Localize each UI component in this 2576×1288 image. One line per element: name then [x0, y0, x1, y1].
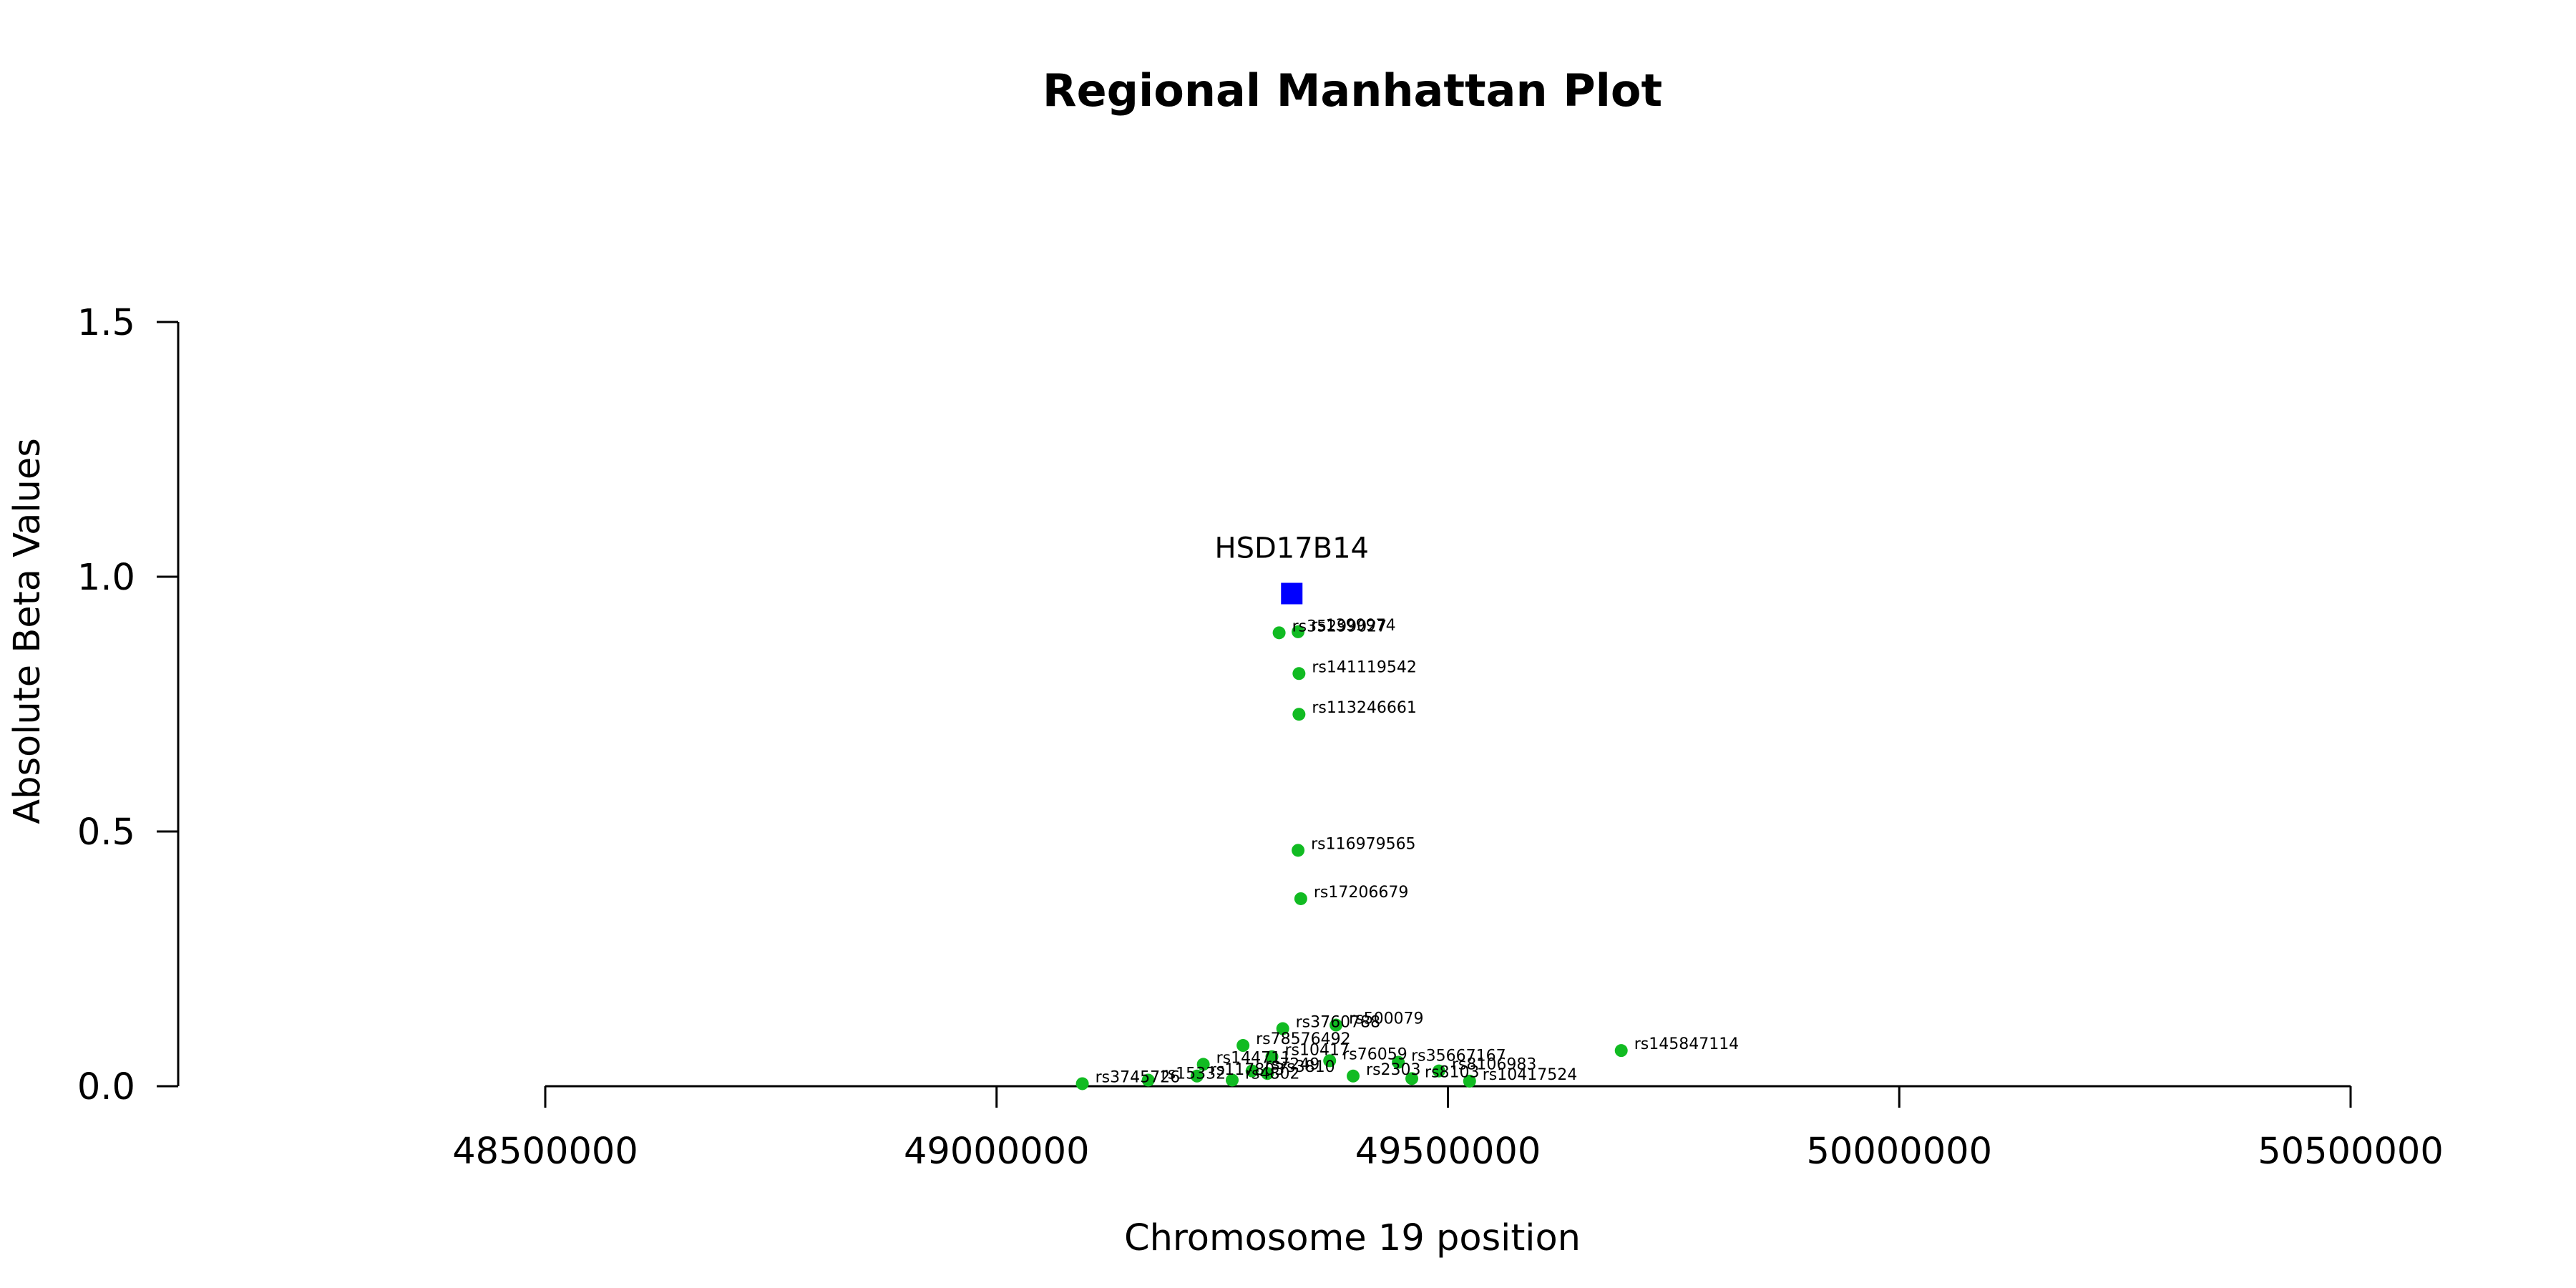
snp-point — [1330, 1018, 1343, 1032]
x-tick-label: 49500000 — [1355, 1131, 1541, 1173]
snp-point — [1405, 1072, 1419, 1085]
x-tick-label: 49000000 — [904, 1131, 1090, 1173]
snp-point — [1276, 1022, 1289, 1035]
x-axis-label: Chromosome 19 position — [1124, 1217, 1581, 1259]
snp-point — [1292, 844, 1305, 857]
snp-label: rs116979565 — [1311, 835, 1415, 853]
snp-point — [1323, 1054, 1337, 1068]
snp-label: rs17206679 — [1314, 884, 1408, 902]
snp-label: rs3760788 — [1296, 1014, 1381, 1032]
snp-label: rs10417 — [1285, 1042, 1350, 1060]
snp-point — [1347, 1069, 1360, 1083]
x-axis-ticks: 48500000 49000000 49500000 50000000 50500000 — [452, 1086, 2444, 1173]
snp-label: rs145847114 — [1634, 1035, 1739, 1053]
snp-label: rs10417524 — [1483, 1066, 1577, 1084]
snp-point — [1245, 1064, 1259, 1078]
gene-marker — [1281, 582, 1303, 605]
snp-point — [1292, 708, 1306, 721]
snp-label: rs7249 — [1265, 1056, 1320, 1074]
snp-point — [1141, 1073, 1155, 1087]
x-tick-label: 50500000 — [2258, 1131, 2444, 1173]
snp-label: rs4802 — [1245, 1065, 1300, 1083]
snp-label: rs3810 — [1280, 1058, 1335, 1076]
snp-label: rs35667167 — [1411, 1048, 1506, 1065]
snp-label: rs117803 — [1210, 1061, 1285, 1079]
snp-label: rs500079 — [1349, 1010, 1424, 1028]
y-tick-label: 0.5 — [77, 811, 135, 854]
y-tick-label: 0.0 — [77, 1066, 135, 1108]
snp-point — [1236, 1039, 1250, 1053]
x-tick-label: 48500000 — [452, 1131, 638, 1173]
snp-point — [1261, 1067, 1274, 1080]
snp-point — [1294, 892, 1307, 905]
snp-label: rs8103 — [1425, 1063, 1480, 1081]
snp-label: rs3745726 — [1096, 1068, 1181, 1086]
snp-label: rs76059 — [1342, 1045, 1407, 1063]
snp-label: rs15332 — [1161, 1065, 1226, 1083]
snp-label: rs78576492 — [1256, 1030, 1350, 1048]
snp-point — [1196, 1058, 1210, 1071]
gene-label: HSD17B14 — [1215, 532, 1370, 565]
snp-point — [1292, 667, 1306, 680]
snp-point — [1265, 1050, 1279, 1063]
y-axis-ticks: 0.0 0.5 1.0 1.5 — [77, 302, 178, 1108]
snp-label: rs144711 — [1216, 1049, 1292, 1067]
chart-title: Regional Manhattan Plot — [1043, 64, 1662, 117]
snp-points — [1075, 625, 1628, 1091]
snp-point — [1272, 626, 1286, 640]
snp-point — [1226, 1073, 1239, 1087]
y-tick-label: 1.5 — [77, 302, 135, 344]
y-axis-label: Absolute Beta Values — [6, 438, 49, 824]
x-tick-label: 50000000 — [1806, 1131, 1992, 1173]
snp-point — [1075, 1077, 1089, 1091]
snp-label: rs113246661 — [1312, 699, 1416, 717]
snp-point — [1392, 1055, 1405, 1069]
snp-point — [1614, 1044, 1628, 1058]
snp-label: rs2303 — [1366, 1061, 1421, 1079]
snp-label: rs1399974 — [1311, 617, 1396, 635]
snp-label: rs35299027 — [1292, 618, 1387, 635]
snp-label: rs8106983 — [1452, 1056, 1537, 1074]
snp-label: rs141119542 — [1312, 658, 1416, 676]
y-tick-label: 1.0 — [77, 557, 135, 599]
snp-point — [1463, 1074, 1476, 1088]
snp-point — [1292, 625, 1305, 638]
snp-point — [1432, 1064, 1445, 1078]
snp-point — [1190, 1069, 1204, 1083]
